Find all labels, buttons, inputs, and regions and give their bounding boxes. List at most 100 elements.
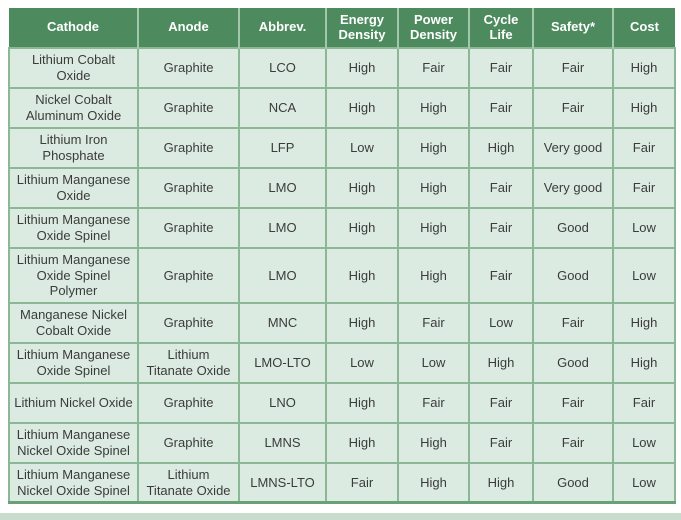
cell-energy-density: Low bbox=[325, 127, 399, 169]
table-row: Lithium Manganese Nickel Oxide Spinel Gra… bbox=[8, 421, 676, 464]
cell-anode: Graphite bbox=[137, 207, 240, 249]
table-row: Manganese Nickel Cobalt Oxide Graphite MNC… bbox=[8, 301, 676, 344]
cell-cathode: Nickel Cobalt Aluminum Oxide bbox=[8, 87, 139, 129]
cell-power-density: Fair bbox=[397, 381, 470, 424]
cell-abbrev: LNO bbox=[238, 381, 327, 424]
cell-energy-density: High bbox=[325, 301, 399, 344]
cell-cathode: Lithium Cobalt Oxide bbox=[8, 47, 139, 89]
cell-power-density: High bbox=[397, 167, 470, 209]
cell-anode: Graphite bbox=[137, 247, 240, 304]
cell-safety: Good bbox=[532, 247, 614, 304]
cell-power-density: High bbox=[397, 207, 470, 249]
cell-energy-density: High bbox=[325, 381, 399, 424]
cell-cycle-life: High bbox=[468, 127, 534, 169]
cell-abbrev: LMO bbox=[238, 207, 327, 249]
cell-safety: Fair bbox=[532, 381, 614, 424]
table-row: Nickel Cobalt Aluminum Oxide Graphite NCA H… bbox=[8, 87, 676, 129]
cell-cost: High bbox=[612, 341, 676, 384]
cell-safety: Fair bbox=[532, 87, 614, 129]
cell-cathode: Lithium Manganese Oxide Spinel bbox=[8, 341, 139, 384]
table-body: Lithium Cobalt Oxide Graphite LCO High Fair F… bbox=[8, 47, 676, 505]
cell-cycle-life: Low bbox=[468, 301, 534, 344]
table-row: Lithium Manganese Nickel Oxide Spinel Lit… bbox=[8, 461, 676, 505]
cell-anode: Graphite bbox=[137, 421, 240, 464]
cell-cycle-life: High bbox=[468, 461, 534, 505]
column-header-abbrev: Abbrev. bbox=[238, 8, 326, 48]
cell-anode: Graphite bbox=[137, 301, 240, 344]
column-header-cycle-life: Cycle Life bbox=[468, 8, 533, 48]
cell-energy-density: Low bbox=[325, 341, 399, 384]
column-header-cost: Cost bbox=[612, 8, 675, 48]
cell-cathode: Lithium Manganese Nickel Oxide Spinel bbox=[8, 461, 139, 505]
cell-energy-density: Fair bbox=[325, 461, 399, 505]
cell-safety: Good bbox=[532, 461, 614, 505]
cell-safety: Fair bbox=[532, 301, 614, 344]
cell-abbrev: MNC bbox=[238, 301, 327, 344]
column-header-energy-density: Energy Density bbox=[325, 8, 398, 48]
cell-power-density: Low bbox=[397, 341, 470, 384]
cell-cathode: Lithium Iron Phosphate bbox=[8, 127, 139, 169]
cell-energy-density: High bbox=[325, 47, 399, 89]
cell-anode: Lithium Titanate Oxide bbox=[137, 341, 240, 384]
cell-anode: Graphite bbox=[137, 127, 240, 169]
cell-cost: High bbox=[612, 47, 676, 89]
cell-cathode: Lithium Nickel Oxide bbox=[8, 381, 139, 424]
cell-cost: High bbox=[612, 301, 676, 344]
cell-energy-density: High bbox=[325, 87, 399, 129]
cell-cost: Fair bbox=[612, 127, 676, 169]
table-row: Lithium Cobalt Oxide Graphite LCO High Fair F… bbox=[8, 47, 676, 89]
table-row: Lithium Manganese Oxide Spinel Polymer Gr… bbox=[8, 247, 676, 304]
column-header-power-density: Power Density bbox=[397, 8, 469, 48]
cell-safety: Fair bbox=[532, 421, 614, 464]
cell-abbrev: NCA bbox=[238, 87, 327, 129]
cell-cathode: Lithium Manganese Oxide bbox=[8, 167, 139, 209]
battery-chemistry-table-wrap: Cathode Anode Abbrev. Energy Density Power D… bbox=[8, 8, 676, 505]
cell-safety: Fair bbox=[532, 47, 614, 89]
cell-cost: High bbox=[612, 87, 676, 129]
cell-cycle-life: Fair bbox=[468, 207, 534, 249]
column-header-safety: Safety* bbox=[532, 8, 613, 48]
cell-cost: Fair bbox=[612, 381, 676, 424]
cell-cost: Fair bbox=[612, 167, 676, 209]
table-row: Lithium Manganese Oxide Spinel Graphite LM… bbox=[8, 207, 676, 249]
cell-cycle-life: Fair bbox=[468, 247, 534, 304]
cell-cathode: Lithium Manganese Oxide Spinel Polymer bbox=[8, 247, 139, 304]
cell-power-density: High bbox=[397, 421, 470, 464]
cell-anode: Lithium Titanate Oxide bbox=[137, 461, 240, 505]
cell-abbrev: LFP bbox=[238, 127, 327, 169]
cell-power-density: Fair bbox=[397, 301, 470, 344]
cell-power-density: High bbox=[397, 127, 470, 169]
cell-safety: Very good bbox=[532, 127, 614, 169]
cell-power-density: Fair bbox=[397, 47, 470, 89]
cell-abbrev: LMNS bbox=[238, 421, 327, 464]
cell-energy-density: High bbox=[325, 167, 399, 209]
cell-power-density: High bbox=[397, 87, 470, 129]
cell-abbrev: LMO-LTO bbox=[238, 341, 327, 384]
cell-abbrev: LCO bbox=[238, 47, 327, 89]
cell-cycle-life: Fair bbox=[468, 87, 534, 129]
table-row: Lithium Nickel Oxide Graphite LNO High Fair F… bbox=[8, 381, 676, 424]
cell-abbrev: LMO bbox=[238, 167, 327, 209]
cell-anode: Graphite bbox=[137, 167, 240, 209]
cell-cathode: Manganese Nickel Cobalt Oxide bbox=[8, 301, 139, 344]
battery-chemistry-table: Cathode Anode Abbrev. Energy Density Power D… bbox=[8, 8, 676, 505]
table-row: Lithium Manganese Oxide Spinel Lithium Ti… bbox=[8, 341, 676, 384]
cell-cycle-life: Fair bbox=[468, 421, 534, 464]
cell-cycle-life: Fair bbox=[468, 381, 534, 424]
cell-cycle-life: High bbox=[468, 341, 534, 384]
cell-cost: Low bbox=[612, 247, 676, 304]
cell-safety: Good bbox=[532, 207, 614, 249]
cell-anode: Graphite bbox=[137, 381, 240, 424]
cell-cathode: Lithium Manganese Nickel Oxide Spinel bbox=[8, 421, 139, 464]
column-header-anode: Anode bbox=[137, 8, 239, 48]
cell-energy-density: High bbox=[325, 247, 399, 304]
cell-safety: Good bbox=[532, 341, 614, 384]
cell-energy-density: High bbox=[325, 207, 399, 249]
column-header-cathode: Cathode bbox=[9, 8, 138, 48]
cell-abbrev: LMNS-LTO bbox=[238, 461, 327, 505]
cell-anode: Graphite bbox=[137, 87, 240, 129]
table-row: Lithium Manganese Oxide Graphite LMO High Hi… bbox=[8, 167, 676, 209]
cell-power-density: High bbox=[397, 247, 470, 304]
cell-cycle-life: Fair bbox=[468, 47, 534, 89]
